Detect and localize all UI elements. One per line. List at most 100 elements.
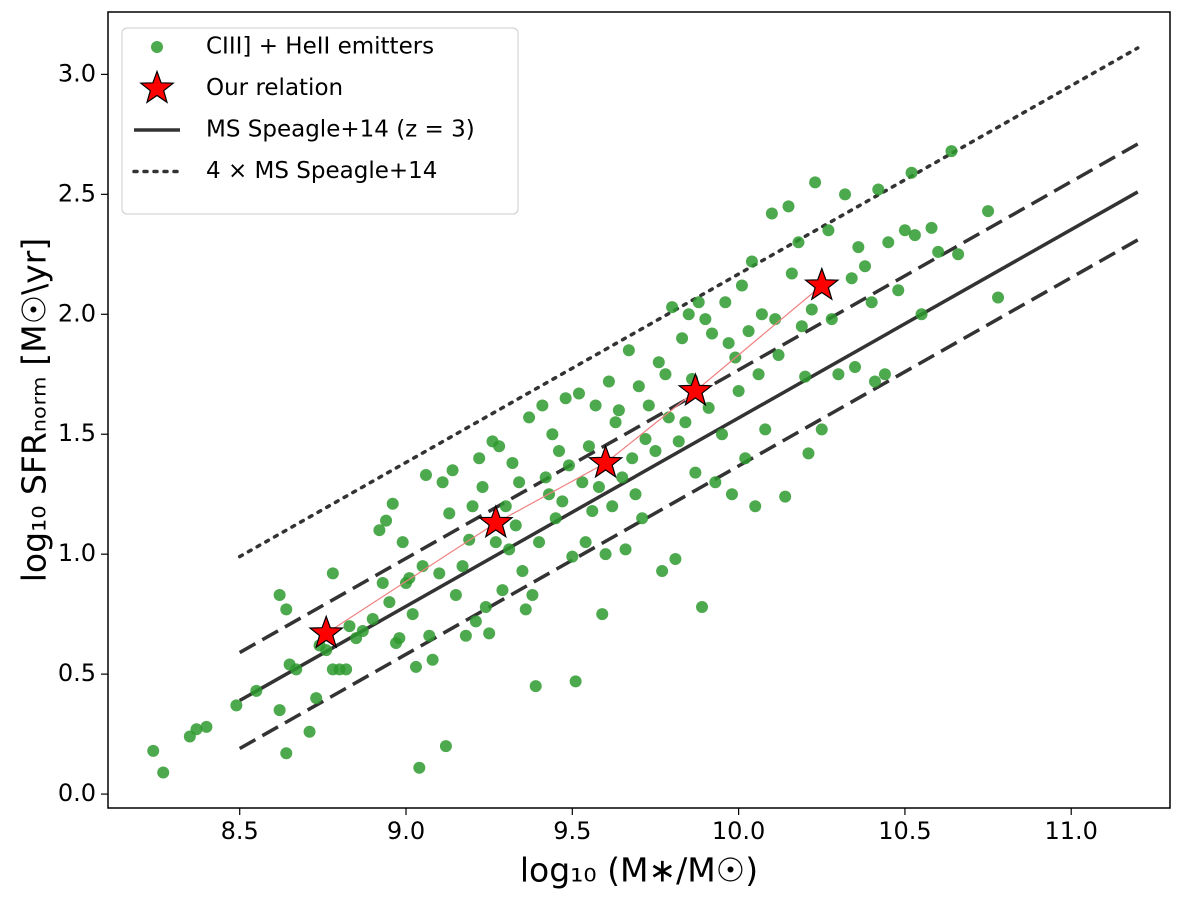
scatter-point [476,481,489,494]
scatter-point [413,761,426,774]
scatter-point [782,200,795,213]
scatter-point [865,296,878,309]
scatter-point [915,308,928,321]
scatter-point [619,543,632,556]
scatter-point [802,447,815,460]
scatter-point [759,423,772,436]
line [238,190,1139,703]
scatter-point [343,620,356,633]
scatter-point [749,500,762,513]
scatter-point [303,725,316,738]
scatter-point [715,428,728,441]
scatter-point [509,519,522,532]
scatter-point [280,747,293,760]
scatter-point [649,445,662,458]
x-tick-label: 8.5 [221,817,259,845]
scatter-point [742,325,755,338]
y-tick-label: 2.5 [58,179,96,207]
scatter-point [409,660,422,673]
scatter-point [380,514,393,527]
scatter-point [642,399,655,412]
star-marker [803,266,840,301]
scatter-point [772,349,785,362]
legend-swatch [151,41,163,53]
scatter-point [393,632,406,645]
star-marker [677,372,714,407]
scatter-point [446,464,459,477]
scatter-point [280,603,293,616]
scatter-point [656,564,669,577]
x-tick-label: 9.0 [387,817,425,845]
x-tick-label: 9.5 [553,817,591,845]
scatter-point [672,435,685,448]
scatter-point [499,500,512,513]
scatter-point [609,416,622,429]
x-tick-label: 10.5 [878,817,931,845]
scatter-point [250,684,263,697]
scatter-point [310,692,323,705]
scatter-point [779,490,792,503]
scatter-point [503,543,516,556]
scatter-point [423,629,436,642]
scatter-point [373,524,386,537]
scatter-point [932,245,945,258]
scatter-point [752,368,765,381]
scatter-point [519,603,532,616]
scatter-point [755,308,768,321]
scatter-point [878,368,891,381]
scatter-point [795,320,808,333]
scatter-point [340,663,353,676]
scatter-point [719,296,732,309]
scatter-point [436,476,449,489]
scatter-point [699,313,712,326]
scatter-point [669,552,682,565]
scatter-point [589,399,602,412]
scatter-point [882,236,895,249]
scatter-point [692,296,705,309]
scatter-point [489,536,502,549]
scatter-point [273,588,286,601]
scatter-point [945,145,958,158]
scatter-point [523,411,536,424]
scatter-point [992,291,1005,304]
scatter-point [706,327,719,340]
scatter-point [606,500,619,513]
scatter-point [326,567,339,580]
scatter-point [689,466,702,479]
y-axis-label: log₁₀ SFRₙₒᵣₘ [M☉\yr] [15,238,54,583]
scatter-point [469,615,482,628]
scatter-point [493,440,506,453]
scatter-point [529,680,542,693]
scatter-point [449,588,462,601]
scatter-point [426,653,439,666]
scatter-point [433,567,446,580]
scatter-point [569,675,582,688]
scatter-point [439,740,452,753]
scatter-point [845,272,858,285]
scatter-point [682,308,695,321]
y-tick-label: 0.0 [58,779,96,807]
scatter-point [386,497,399,510]
scatter-point [785,267,798,280]
scatter-point [839,188,852,201]
scatter-point [735,279,748,292]
scatter-point [832,368,845,381]
scatter-point [572,387,585,400]
x-tick-label: 10.0 [712,817,765,845]
scatter-point [157,766,170,779]
scatter-point [366,612,379,625]
scatter-point [443,507,456,520]
scatter-point [925,221,938,234]
scatter-point [190,723,203,736]
scatter-point [230,699,243,712]
legend-label: CIII] + HeII emitters [206,34,434,60]
legend-label: 4 × MS Speagle+14 [206,158,437,184]
scatter-point [200,720,213,733]
scatter-point [516,564,529,577]
scatter-point [709,476,722,489]
scatter-point [868,375,881,388]
scatter-point [676,332,689,345]
scatter-point [496,584,509,597]
